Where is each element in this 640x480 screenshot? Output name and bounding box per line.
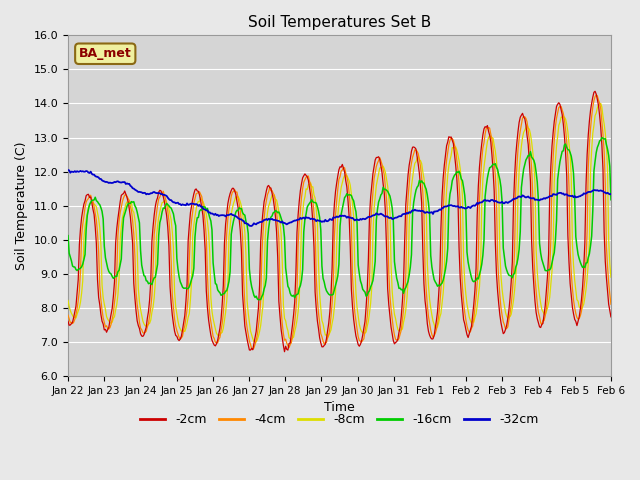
Legend: -2cm, -4cm, -8cm, -16cm, -32cm: -2cm, -4cm, -8cm, -16cm, -32cm xyxy=(135,408,543,431)
X-axis label: Time: Time xyxy=(324,401,355,414)
Y-axis label: Soil Temperature (C): Soil Temperature (C) xyxy=(15,142,28,270)
Title: Soil Temperatures Set B: Soil Temperatures Set B xyxy=(248,15,431,30)
Text: BA_met: BA_met xyxy=(79,47,132,60)
